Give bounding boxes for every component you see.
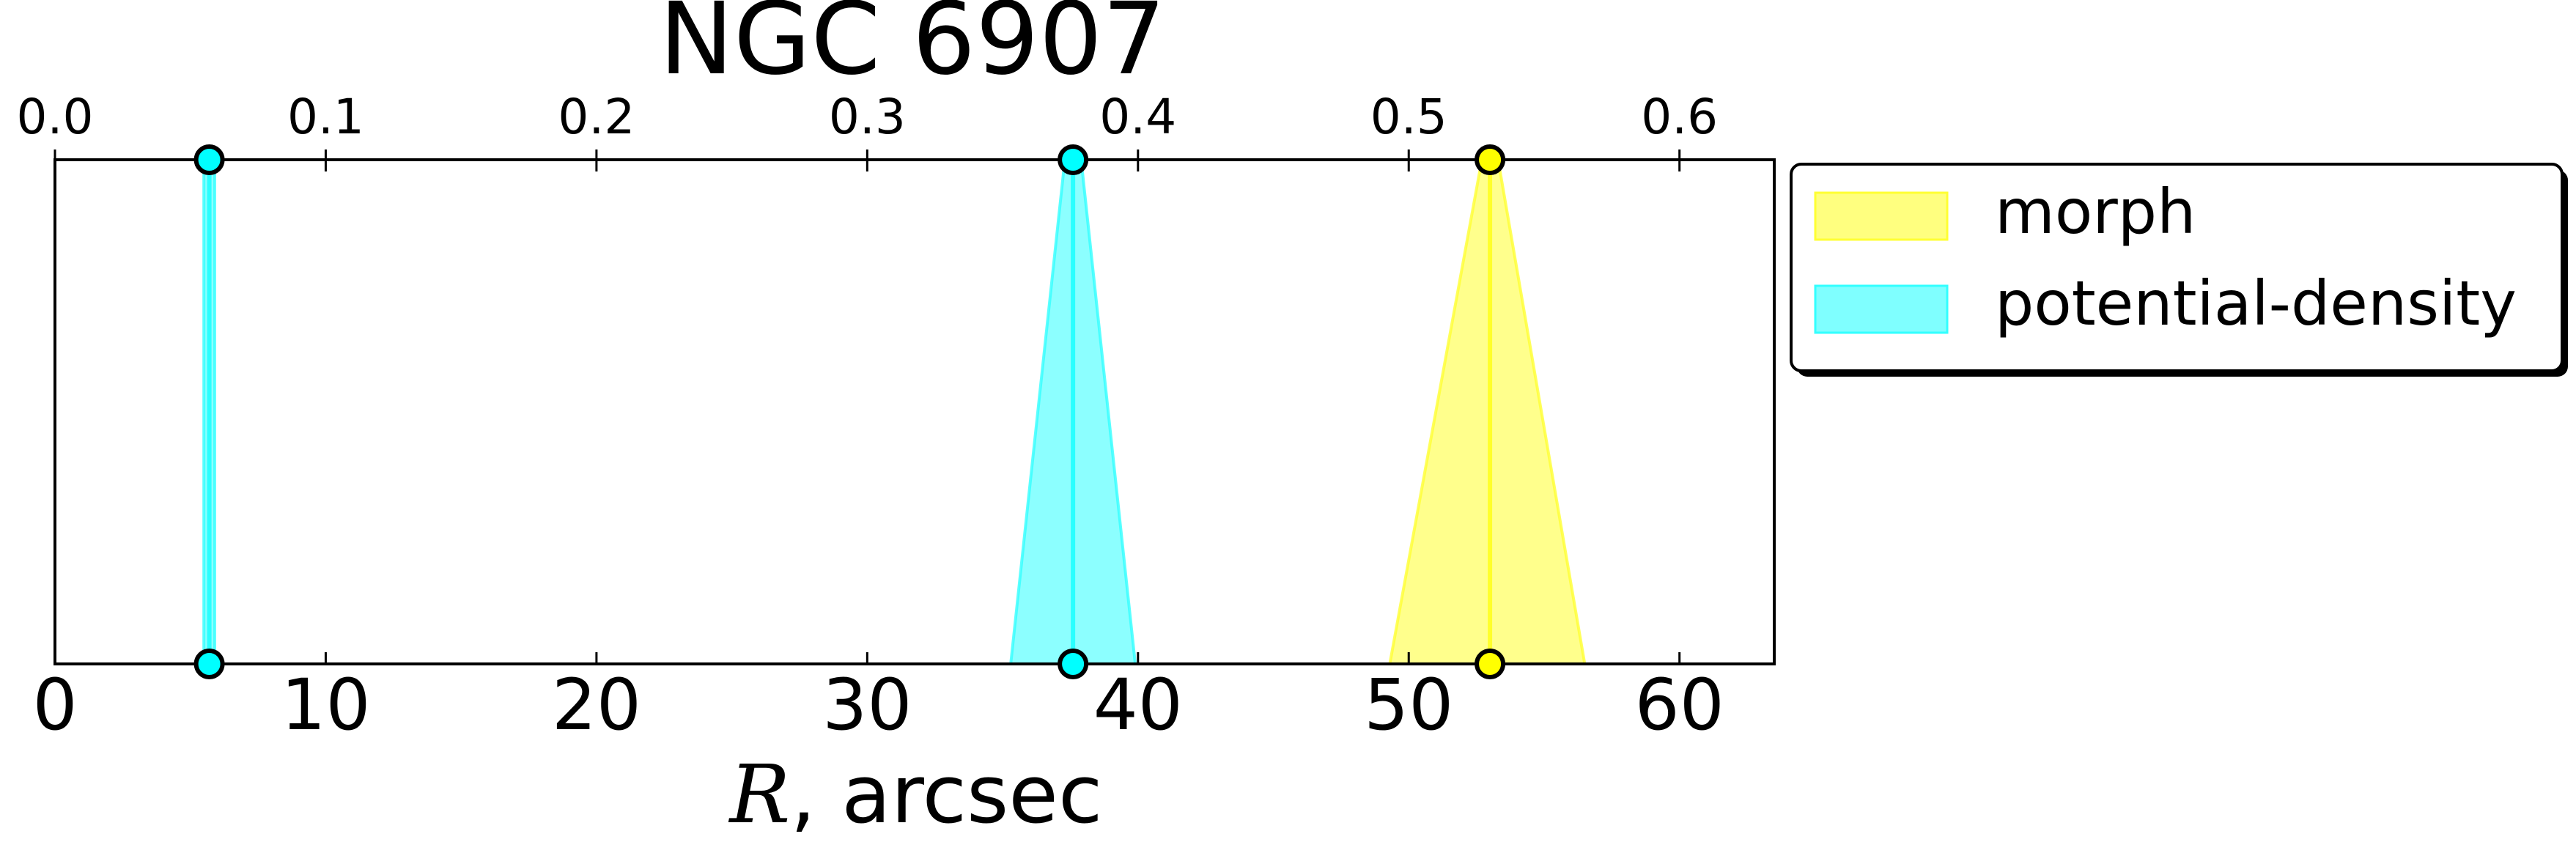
top-tick-label-5: 0.5 — [1370, 89, 1447, 145]
top-tick-label-2: 0.2 — [558, 89, 635, 145]
x-tick-label-60: 60 — [1635, 664, 1724, 746]
legend-swatch-potential-density — [1814, 284, 1949, 334]
top-tick-label-3: 0.3 — [829, 89, 906, 145]
chart-title: NGC 6907 — [659, 0, 1165, 97]
legend-swatch-morph — [1814, 191, 1949, 241]
x-tick-label-30: 30 — [822, 664, 912, 746]
marker-morph-0-bottom — [1475, 649, 1506, 679]
marker-potential-density-0-bottom — [193, 649, 225, 679]
top-tick-label-0: 0.0 — [17, 89, 94, 145]
x-axis-label-math: R — [728, 747, 791, 841]
top-axis: 0.0 0.1 0.2 0.3 0.4 0.5 0.6 — [17, 89, 1718, 160]
x-tick-label-40: 40 — [1093, 664, 1183, 746]
marker-potential-density-1-bottom — [1058, 649, 1089, 679]
x-tick-label-20: 20 — [552, 664, 641, 746]
markers-layer — [193, 144, 1506, 679]
marker-potential-density-0-top — [193, 144, 225, 175]
x-tick-label-0: 0 — [32, 664, 77, 746]
legend-label-potential-density: potential-density — [1995, 267, 2517, 339]
x-axis-label-text: , arcsec — [790, 747, 1102, 841]
marker-potential-density-1-top — [1058, 144, 1089, 175]
x-tick-label-10: 10 — [281, 664, 370, 746]
legend-label-morph: morph — [1995, 176, 2196, 248]
lines-layer — [207, 160, 1493, 664]
bottom-axis: 0 10 20 30 40 50 60 — [32, 160, 1724, 746]
top-tick-label-1: 0.1 — [287, 89, 364, 145]
top-tick-label-6: 0.6 — [1641, 89, 1718, 145]
legend: morph potential-density — [1790, 163, 2568, 377]
marker-morph-0-top — [1475, 144, 1506, 175]
plot-frame — [53, 158, 1776, 665]
legend-box — [1790, 163, 2564, 372]
x-axis-label: R, arcsec — [728, 747, 1103, 841]
top-tick-label-4: 0.4 — [1099, 89, 1176, 145]
band-morph-0 — [1387, 158, 1587, 665]
x-tick-label-50: 50 — [1364, 664, 1453, 746]
bands-layer — [202, 158, 1587, 665]
